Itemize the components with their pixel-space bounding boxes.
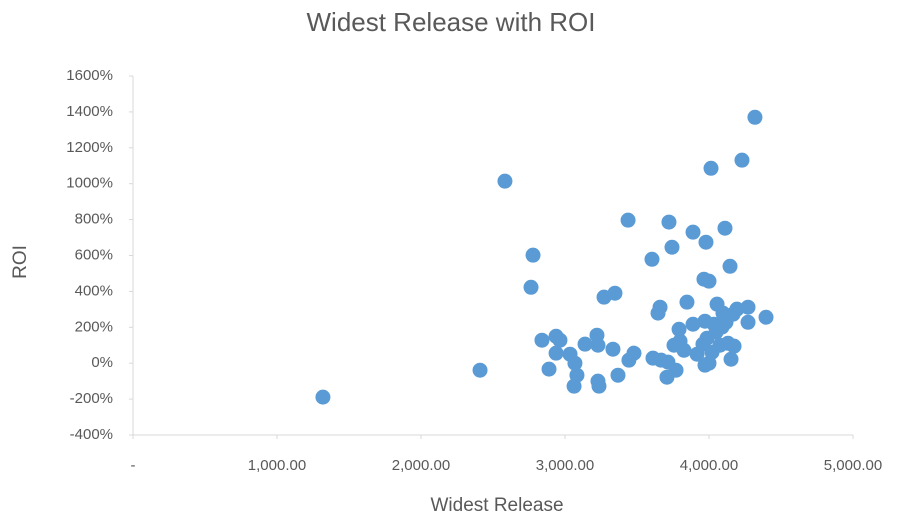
y-tick-label: 200% bbox=[75, 318, 113, 335]
scatter-point bbox=[747, 109, 763, 125]
y-tick-label: 1200% bbox=[66, 139, 113, 156]
scatter-point bbox=[703, 160, 719, 176]
scatter-point bbox=[534, 332, 550, 348]
scatter-point bbox=[661, 214, 677, 230]
scatter-point bbox=[717, 220, 733, 236]
y-tick-label: 0% bbox=[91, 354, 113, 371]
x-axis-title: Widest Release bbox=[430, 495, 563, 516]
scatter-point bbox=[668, 362, 684, 378]
scatter-point bbox=[541, 361, 557, 377]
scatter-point bbox=[664, 239, 680, 255]
scatter-point bbox=[722, 258, 738, 274]
x-tick-label: 5,000.00 bbox=[824, 457, 882, 474]
scatter-point bbox=[626, 345, 642, 361]
scatter-point bbox=[676, 342, 692, 358]
scatter-point bbox=[758, 309, 774, 325]
scatter-point bbox=[729, 301, 745, 317]
y-tick-label: 600% bbox=[75, 246, 113, 263]
y-tick-label: 400% bbox=[75, 282, 113, 299]
y-tick-label: 1400% bbox=[66, 103, 113, 120]
y-tick-label: 800% bbox=[75, 211, 113, 228]
scatter-point bbox=[497, 173, 513, 189]
scatter-point bbox=[620, 212, 636, 228]
scatter-point bbox=[685, 224, 701, 240]
scatter-point bbox=[577, 336, 593, 352]
x-tick-label: 3,000.00 bbox=[536, 457, 594, 474]
scatter-point bbox=[523, 279, 539, 295]
scatter-point bbox=[605, 341, 621, 357]
scatter-point bbox=[525, 247, 541, 263]
scatter-point bbox=[591, 378, 607, 394]
y-tick-label: -400% bbox=[70, 426, 113, 443]
x-tick-label: - bbox=[131, 457, 136, 474]
scatter-point bbox=[566, 378, 582, 394]
scatter-point bbox=[726, 338, 742, 354]
y-tick-label: -200% bbox=[70, 390, 113, 407]
scatter-point bbox=[723, 351, 739, 367]
y-tick-label: 1000% bbox=[66, 175, 113, 192]
scatter-point bbox=[740, 314, 756, 330]
x-tick-label: 1,000.00 bbox=[248, 457, 306, 474]
scatter-point bbox=[552, 332, 568, 348]
y-tick-label: 1600% bbox=[66, 67, 113, 84]
scatter-point bbox=[734, 152, 750, 168]
scatter-point bbox=[590, 337, 606, 353]
x-tick-label: 2,000.00 bbox=[392, 457, 450, 474]
scatter-point bbox=[567, 355, 583, 371]
scatter-point bbox=[644, 251, 660, 267]
scatter-point bbox=[607, 285, 623, 301]
scatter-point bbox=[679, 294, 695, 310]
plot-area: -400% -200% 0% 200% 400% 600% 800% 1000% 1200% 14… bbox=[66, 67, 882, 474]
chart-title: Widest Release with ROI bbox=[307, 7, 596, 37]
y-axis-title: ROI bbox=[10, 245, 31, 279]
scatter-point bbox=[698, 234, 714, 250]
scatter-point bbox=[610, 367, 626, 383]
scatter-point bbox=[671, 321, 687, 337]
scatter-point bbox=[685, 316, 701, 332]
x-tick-label: 4,000.00 bbox=[680, 457, 738, 474]
scatter-point bbox=[740, 299, 756, 315]
scatter-point bbox=[701, 273, 717, 289]
scatter-point bbox=[472, 362, 488, 378]
scatter-point bbox=[650, 305, 666, 321]
scatter-point bbox=[548, 345, 564, 361]
scatter-point bbox=[315, 389, 331, 405]
